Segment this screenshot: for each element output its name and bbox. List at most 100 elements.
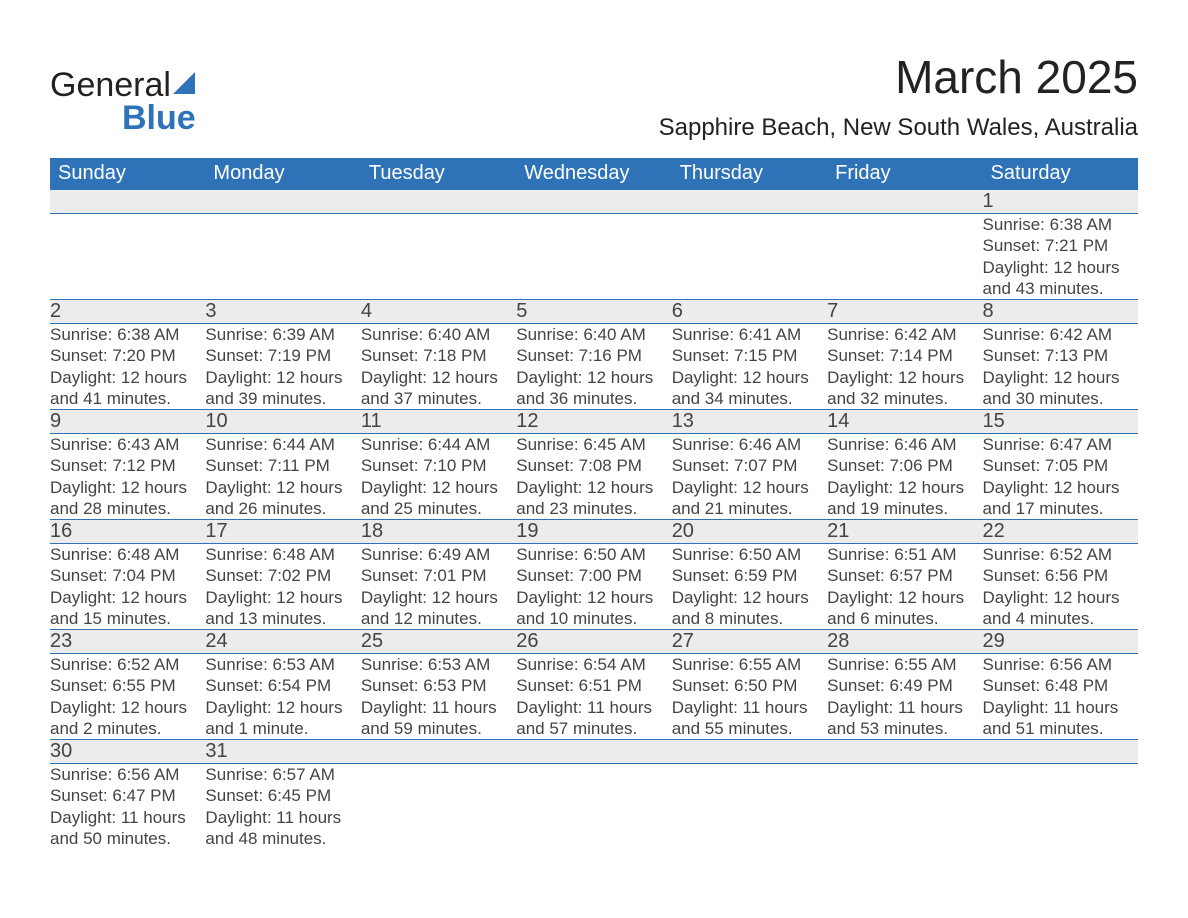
day-detail-cell: Sunrise: 6:44 AMSunset: 7:10 PMDaylight:…	[361, 434, 516, 520]
daylight-line: Daylight: 12 hours and 4 minutes.	[983, 588, 1120, 628]
sunset-line: Sunset: 6:57 PM	[827, 566, 953, 585]
daylight-line: Daylight: 12 hours and 25 minutes.	[361, 478, 498, 518]
day-detail-cell	[50, 214, 205, 300]
week-detail-row: Sunrise: 6:48 AM Sunset: 7:04 PM Daylight:…	[50, 544, 1138, 630]
logo-text-blue: Blue	[122, 103, 196, 134]
day-detail-cell	[672, 214, 827, 300]
day-number-cell: 12	[516, 410, 671, 434]
sunset-line: Sunset: 7:05 PM	[983, 456, 1109, 475]
sunrise-line: Sunrise: 6:48 AM	[205, 545, 334, 564]
sunrise-line: Sunrise: 6:41 AM	[672, 325, 801, 344]
day-detail-cell	[516, 764, 671, 850]
day-detail-cell: Sunrise: 6:53 AM Sunset: 6:53 PM Daylight:…	[361, 654, 516, 740]
day-header: Friday	[827, 158, 982, 190]
day-number-cell: 25	[361, 630, 516, 654]
day-number-cell: 9	[50, 410, 205, 434]
day-detail-cell: Sunrise: 6:51 AMSunset: 6:57 PMDaylight:…	[827, 544, 982, 630]
title-block: March 2025 Sapphire Beach, New South Wal…	[659, 50, 1138, 142]
week-daynum-row: 23242526272829	[50, 630, 1138, 654]
week-daynum-row: 1	[50, 190, 1138, 214]
daylight-line: Daylight: 12 hours and 41 minutes.	[50, 368, 187, 408]
sunset-line: Sunset: 7:06 PM	[827, 456, 953, 475]
day-number-cell: 5	[516, 300, 671, 324]
sunrise-line: Sunrise: 6:46 AM	[672, 435, 801, 454]
day-detail-cell: Sunrise: 6:48 AM Sunset: 7:04 PM Daylight:…	[50, 544, 205, 630]
sunrise-line: Sunrise: 6:49 AM	[361, 545, 490, 564]
daylight-line: Daylight: 12 hours and 2 minutes.	[50, 698, 187, 738]
day-number-cell	[50, 190, 205, 214]
sunrise-line: Sunrise: 6:50 AM	[672, 545, 801, 564]
sunset-line: Sunset: 7:08 PM	[516, 456, 642, 475]
day-detail-cell: Sunrise: 6:50 AM Sunset: 6:59 PM Daylight:…	[672, 544, 827, 630]
week-detail-row: Sunrise: 6:38 AMSunset: 7:21 PMDaylight:…	[50, 214, 1138, 300]
logo-triangle-icon	[173, 72, 195, 94]
sunrise-line: Sunrise: 6:57 AM	[205, 765, 334, 784]
sunset-line: Sunset: 6:48 PM	[983, 676, 1109, 695]
sunrise-line: Sunrise: 6:56 AM	[50, 765, 179, 784]
logo: General Blue	[50, 70, 196, 133]
sunset-line: Sunset: 7:12 PM	[50, 456, 176, 475]
day-number-cell	[827, 740, 982, 764]
daylight-line: Daylight: 11 hours and 51 minutes.	[983, 698, 1119, 738]
logo-text-general: General	[50, 70, 171, 101]
day-number-cell: 6	[672, 300, 827, 324]
day-number-cell: 13	[672, 410, 827, 434]
day-detail-cell	[983, 764, 1138, 850]
day-number-cell: 16	[50, 520, 205, 544]
day-header: Monday	[205, 158, 360, 190]
day-detail-cell: Sunrise: 6:54 AMSunset: 6:51 PMDaylight:…	[516, 654, 671, 740]
daylight-line: Daylight: 12 hours and 13 minutes.	[205, 588, 342, 628]
day-number-cell: 17	[205, 520, 360, 544]
day-number-cell	[827, 190, 982, 214]
daylight-line: Daylight: 12 hours and 34 minutes.	[672, 368, 809, 408]
daylight-line: Daylight: 11 hours and 48 minutes.	[205, 808, 341, 848]
day-detail-cell: Sunrise: 6:53 AMSunset: 6:54 PMDaylight:…	[205, 654, 360, 740]
day-number-cell: 19	[516, 520, 671, 544]
day-number-cell: 2	[50, 300, 205, 324]
day-number-cell: 20	[672, 520, 827, 544]
day-detail-cell: Sunrise: 6:40 AMSunset: 7:16 PMDaylight:…	[516, 324, 671, 410]
day-number-cell	[983, 740, 1138, 764]
day-number-cell: 3	[205, 300, 360, 324]
day-detail-cell: Sunrise: 6:57 AMSunset: 6:45 PMDaylight:…	[205, 764, 360, 850]
day-detail-cell: Sunrise: 6:56 AMSunset: 6:47 PMDaylight:…	[50, 764, 205, 850]
sunset-line: Sunset: 7:20 PM	[50, 346, 176, 365]
day-detail-cell: Sunrise: 6:46 AMSunset: 7:07 PMDaylight:…	[672, 434, 827, 520]
week-daynum-row: 9101112131415	[50, 410, 1138, 434]
sunset-line: Sunset: 6:49 PM	[827, 676, 953, 695]
daylight-line: Daylight: 12 hours and 15 minutes.	[50, 588, 187, 628]
sunrise-line: Sunrise: 6:38 AM	[50, 325, 179, 344]
sunset-line: Sunset: 7:04 PM	[50, 566, 176, 585]
daylight-line: Daylight: 11 hours and 59 minutes.	[361, 698, 497, 738]
sunrise-line: Sunrise: 6:50 AM	[516, 545, 645, 564]
sunrise-line: Sunrise: 6:55 AM	[672, 655, 801, 674]
day-header: Wednesday	[516, 158, 671, 190]
sunset-line: Sunset: 7:18 PM	[361, 346, 487, 365]
week-detail-row: Sunrise: 6:43 AMSunset: 7:12 PMDaylight:…	[50, 434, 1138, 520]
day-number-cell: 26	[516, 630, 671, 654]
day-detail-cell: Sunrise: 6:38 AMSunset: 7:21 PMDaylight:…	[983, 214, 1138, 300]
daylight-line: Daylight: 11 hours and 57 minutes.	[516, 698, 652, 738]
daylight-line: Daylight: 12 hours and 43 minutes.	[983, 258, 1120, 298]
sunrise-line: Sunrise: 6:53 AM	[361, 655, 490, 674]
day-header-row: SundayMondayTuesdayWednesdayThursdayFrid…	[50, 158, 1138, 190]
day-number-cell: 21	[827, 520, 982, 544]
day-number-cell	[361, 190, 516, 214]
sunset-line: Sunset: 7:11 PM	[205, 456, 329, 475]
sunrise-line: Sunrise: 6:40 AM	[516, 325, 645, 344]
day-detail-cell: Sunrise: 6:38 AM Sunset: 7:20 PM Daylight:…	[50, 324, 205, 410]
sunset-line: Sunset: 6:56 PM	[983, 566, 1109, 585]
day-number-cell: 31	[205, 740, 360, 764]
day-detail-cell: Sunrise: 6:52 AMSunset: 6:55 PMDaylight:…	[50, 654, 205, 740]
day-detail-cell	[672, 764, 827, 850]
day-detail-cell	[205, 214, 360, 300]
sunset-line: Sunset: 6:53 PM	[361, 676, 487, 695]
day-number-cell: 28	[827, 630, 982, 654]
day-number-cell: 4	[361, 300, 516, 324]
day-detail-cell	[516, 214, 671, 300]
month-title: March 2025	[659, 50, 1138, 104]
sunrise-line: Sunrise: 6:48 AM	[50, 545, 179, 564]
daylight-line: Daylight: 12 hours and 8 minutes.	[672, 588, 809, 628]
sunset-line: Sunset: 6:59 PM	[672, 566, 798, 585]
day-detail-cell: Sunrise: 6:42 AMSunset: 7:14 PMDaylight:…	[827, 324, 982, 410]
